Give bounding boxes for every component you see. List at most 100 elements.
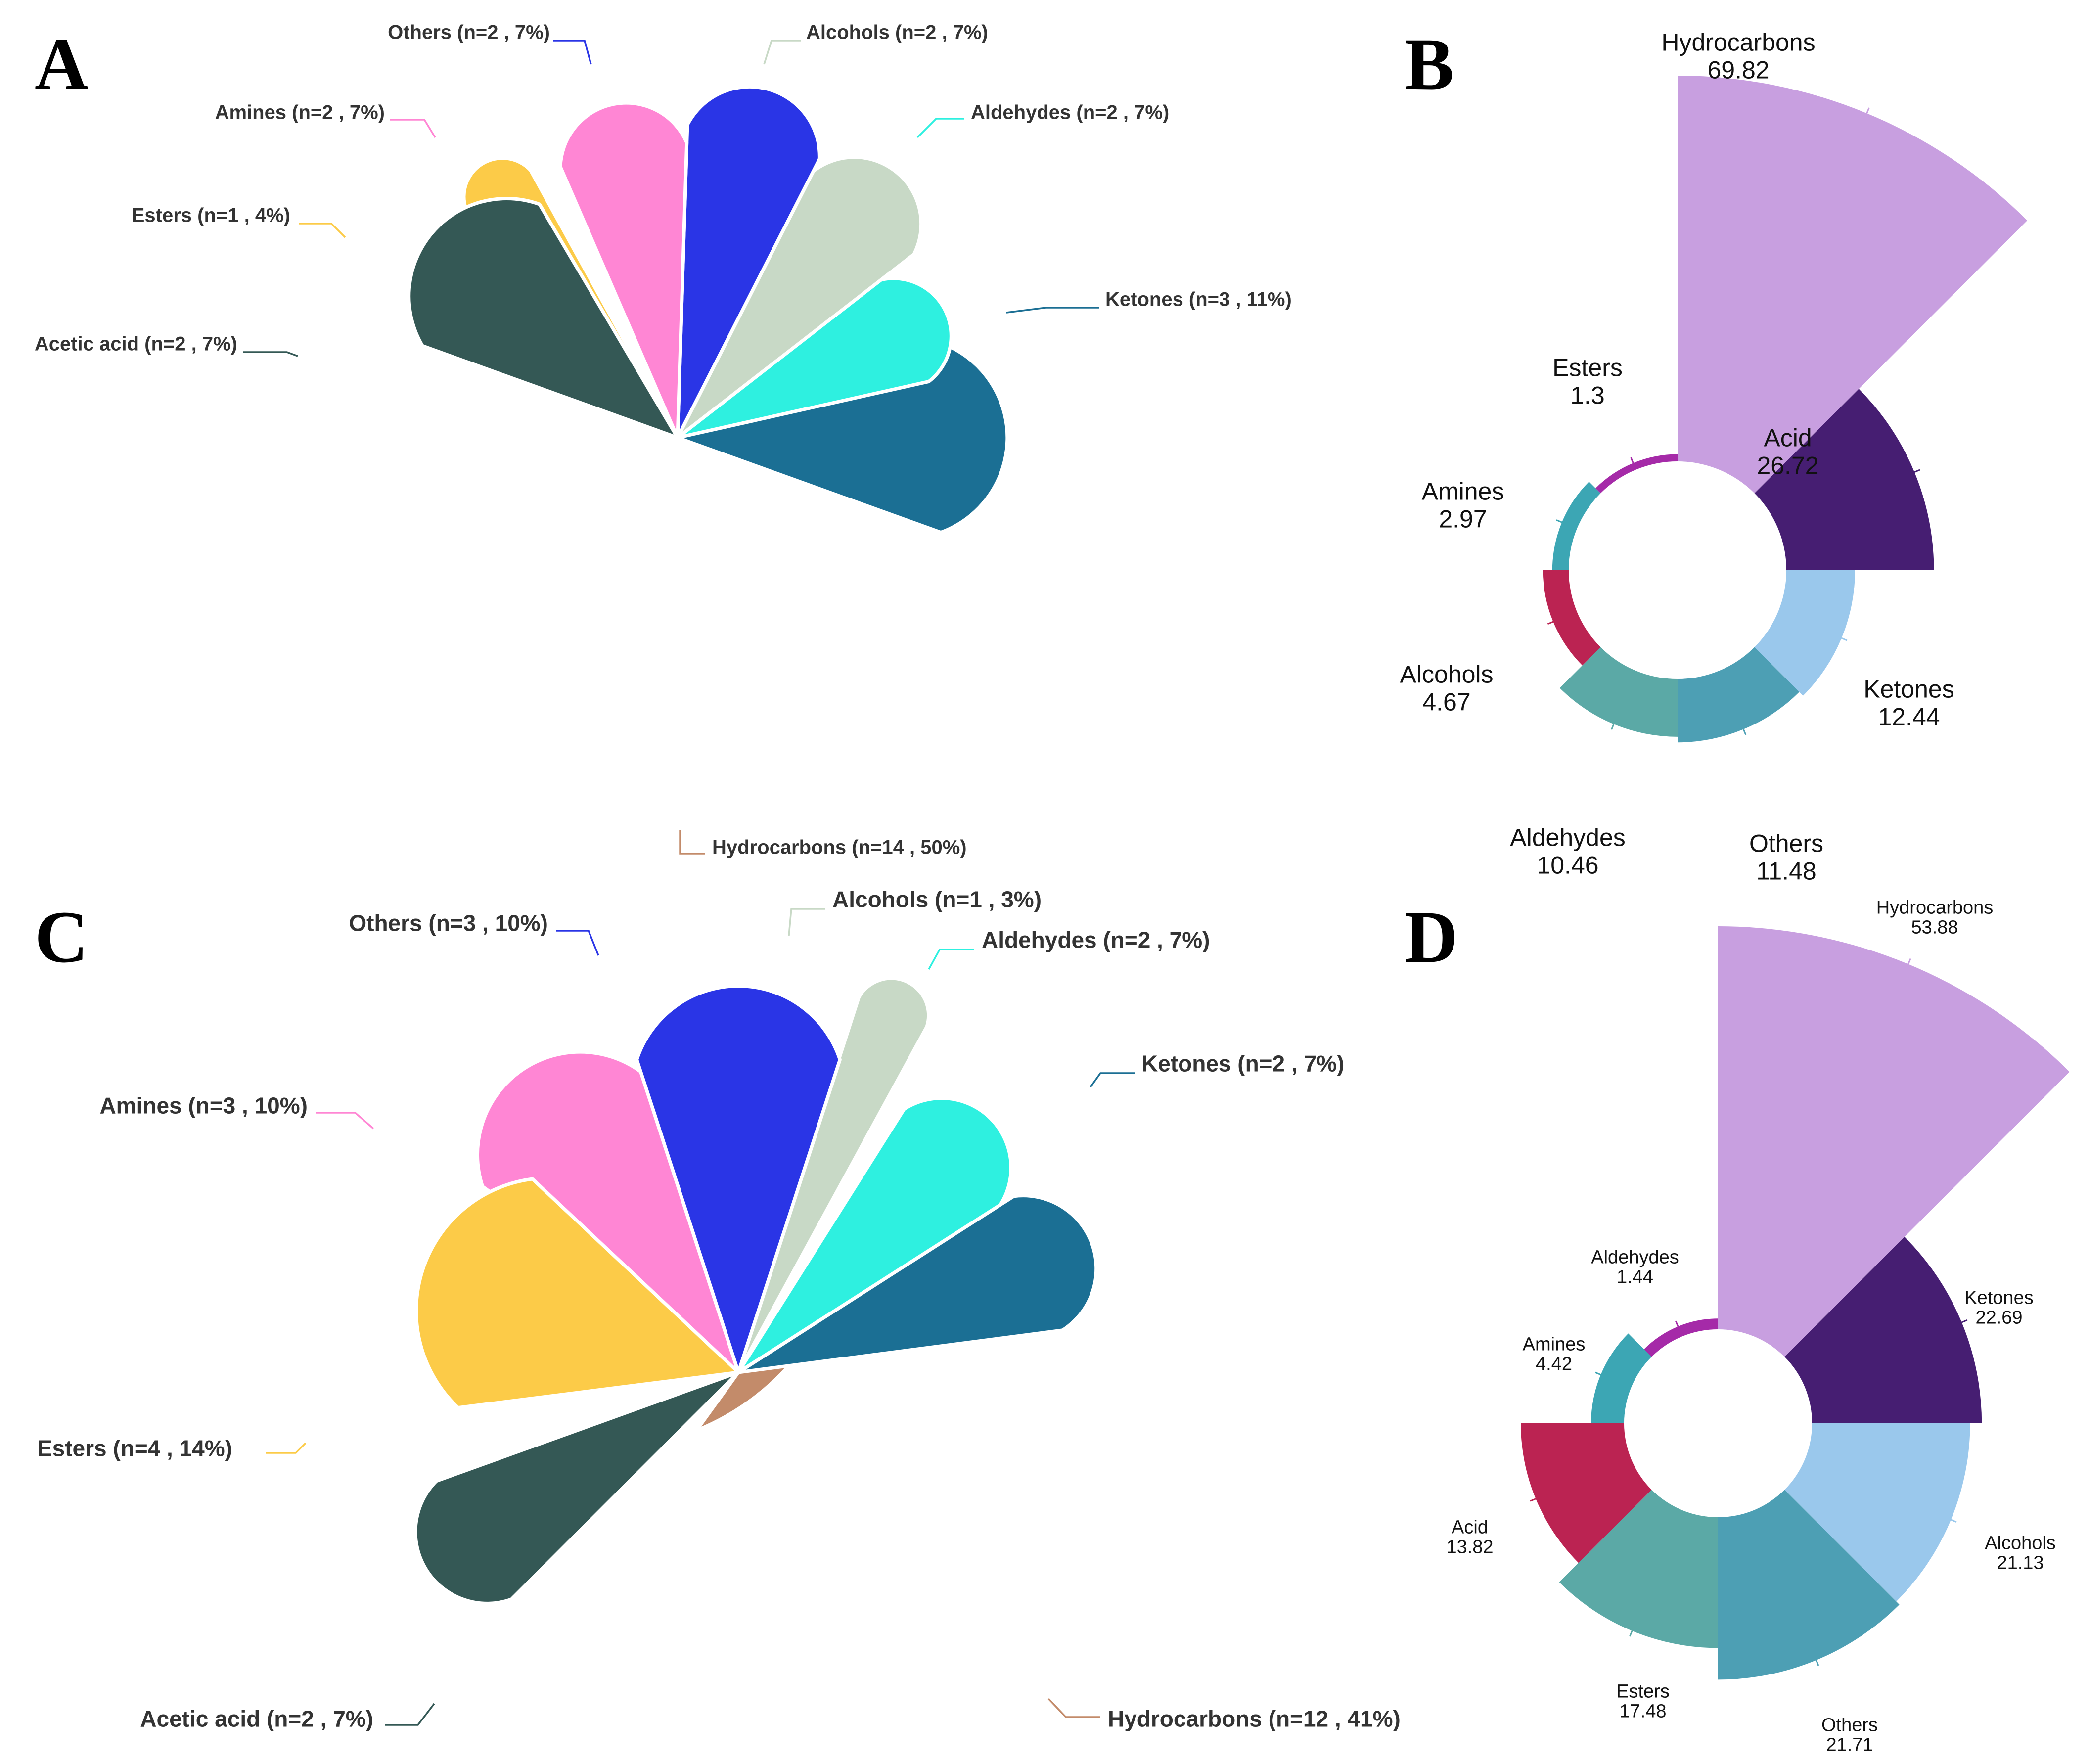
rose-value-others-d: 21.71 [1826, 1734, 1873, 1755]
petal-aldehydes-a [676, 276, 953, 440]
rose-name-hydrocarbons-d: Hydrocarbons [1876, 897, 1994, 918]
petal-aldehydes-c [736, 1096, 1013, 1374]
rose-sector-esters-b [1595, 454, 1678, 494]
rose-name-esters-b: Esters [1552, 354, 1623, 382]
petal-acetic-acid-a [407, 196, 680, 440]
rose-value-amines-d: 4.42 [1536, 1354, 1572, 1374]
rose-tick-alcohols-b [1547, 620, 1555, 625]
leader-line-hydrocarbons-a [679, 830, 705, 855]
leader-line-acetic-acid-c [385, 1703, 435, 1726]
rose-value-alcohols-b: 4.67 [1422, 688, 1470, 716]
rose-name-amines-b: Amines [1422, 478, 1504, 505]
rose-value-ketones-d: 22.69 [1975, 1307, 2022, 1328]
slice-label-amines-a: Amines (n=2 , 7%) [215, 101, 385, 123]
rose-tick-acid-b [1912, 469, 1920, 474]
slice-label-aldehydes-a: Aldehydes (n=2 , 7%) [971, 101, 1169, 123]
panel-letter-b: B [1405, 23, 1454, 105]
petal-ketones-a [676, 341, 1009, 535]
rose-value-others-b: 11.48 [1756, 858, 1816, 885]
rose-sector-alcohols-b [1543, 570, 1601, 666]
rose-sector-acid-b [1754, 389, 1934, 570]
rose-name-others-b: Others [1749, 830, 1823, 858]
inner-ring-b [1569, 461, 1786, 679]
petal-ketones-c [736, 1194, 1098, 1374]
rose-tick-acid-d [1530, 1497, 1538, 1502]
rose-value-esters-d: 17.48 [1619, 1701, 1666, 1721]
petal-acetic-acid-c [413, 1370, 740, 1605]
petal-amines-c [476, 1050, 740, 1374]
rose-sector-amines-d [1591, 1333, 1652, 1423]
rose-tick-ketones-d [1959, 1319, 1968, 1324]
rose-name-amines-d: Amines [1523, 1334, 1586, 1355]
slice-label-hydrocarbons-c: Hydrocarbons (n=12 , 41%) [1108, 1706, 1401, 1732]
rose-value-ketones-b: 12.44 [1878, 703, 1940, 731]
rose-tick-esters-d [1629, 1628, 1634, 1637]
rose-sector-hydrocarbons-d [1718, 926, 2070, 1357]
rose-tick-amines-d [1595, 1371, 1603, 1376]
rose-tick-others-b [1742, 727, 1747, 735]
donut-hole-d [1641, 1347, 1795, 1500]
rose-name-hydrocarbons-b: Hydrocarbons [1661, 29, 1815, 56]
rose-name-ketones-b: Ketones [1863, 676, 1954, 703]
rose-tick-hydrocarbons-d [1907, 958, 1911, 966]
leader-line-acetic-acid-a [243, 351, 298, 357]
rose-tick-aldehydes-b [1611, 722, 1615, 730]
rose-sector-others-d [1718, 1490, 1900, 1680]
rose-value-amines-b: 2.97 [1439, 505, 1487, 533]
rose-name-others-d: Others [1821, 1715, 1878, 1735]
leader-line-esters-c [266, 1442, 307, 1454]
rose-tick-alcohols-d [1949, 1518, 1957, 1523]
donut-hole-b [1589, 481, 1767, 659]
rose-name-alcohols-b: Alcohols [1400, 661, 1494, 688]
slice-label-acetic-acid-c: Acetic acid (n=2 , 7%) [140, 1706, 373, 1732]
rose-name-aldehydes-b: Aldehydes [1510, 824, 1626, 852]
rose-sector-others-b [1678, 647, 1800, 743]
leader-line-amines-a [390, 119, 436, 138]
slice-label-esters-a: Esters (n=1 , 4%) [132, 204, 290, 226]
rose-sector-amines-b [1552, 482, 1601, 570]
rose-value-aldehydes-b: 10.46 [1537, 852, 1598, 879]
rose-sector-ketones-b [1754, 570, 1855, 696]
slice-label-others-a: Others (n=2 , 7%) [388, 21, 550, 43]
rose-sector-aldehydes-b [1559, 647, 1678, 737]
leader-line-ketones-a [1006, 307, 1099, 314]
rose-value-hydrocarbons-b: 69.82 [1707, 56, 1769, 84]
rose-sector-ketones-d [1784, 1237, 1982, 1423]
leader-line-others-a [553, 40, 592, 65]
rose-value-alcohols-d: 21.13 [1997, 1552, 2044, 1573]
rose-value-acid-d: 13.82 [1446, 1537, 1493, 1557]
rose-sector-hydrocarbons-b [1678, 76, 2028, 494]
petal-others-c [635, 984, 842, 1374]
slice-label-alcohols-c: Alcohols (n=1 , 3%) [832, 887, 1042, 912]
petal-amines-a [558, 101, 689, 440]
rose-name-ketones-d: Ketones [1964, 1287, 2033, 1308]
leader-line-hydrocarbons-c [1047, 1698, 1100, 1718]
rose-value-esters-b: 1.3 [1570, 382, 1605, 409]
slice-label-aldehydes-c: Aldehydes (n=2 , 7%) [982, 927, 1210, 953]
chart-panel-c: Hydrocarbons (n=12 , 41%) Ketones (n=2 , … [37, 887, 1401, 1732]
slice-label-others-c: Others (n=3 , 10%) [349, 910, 548, 936]
rose-tick-amines-b [1556, 519, 1564, 524]
rose-name-alcohols-d: Alcohols [1985, 1533, 2056, 1553]
rose-value-hydrocarbons-d: 53.88 [1911, 917, 1958, 938]
rose-sector-esters-d [1559, 1490, 1718, 1648]
panel-letter-c: C [35, 896, 88, 978]
slice-label-amines-c: Amines (n=3 , 10%) [99, 1093, 308, 1119]
slice-label-alcohols-a: Alcohols (n=2 , 7%) [806, 21, 988, 43]
rose-tick-aldehydes-d [1675, 1320, 1680, 1329]
rose-tick-hydrocarbons-b [1865, 107, 1870, 116]
chart-panel-d: Hydrocarbons53.88Ketones22.69Alcohols21.… [1446, 897, 2070, 1755]
slice-label-hydrocarbons-a: Hydrocarbons (n=14 , 50%) [712, 836, 967, 858]
rose-tick-esters-b [1630, 457, 1635, 465]
rose-sector-aldehydes-d [1644, 1318, 1718, 1357]
panel-letter-d: D [1405, 896, 1458, 978]
petal-alcohols-a [676, 155, 923, 440]
rose-tick-others-d [1815, 1658, 1819, 1666]
petal-others-a [676, 85, 821, 440]
leader-line-ketones-c [1090, 1072, 1135, 1088]
petal-alcohols-c [736, 976, 931, 1374]
leader-line-alcohols-a [763, 40, 801, 65]
leader-line-esters-a [299, 223, 346, 238]
